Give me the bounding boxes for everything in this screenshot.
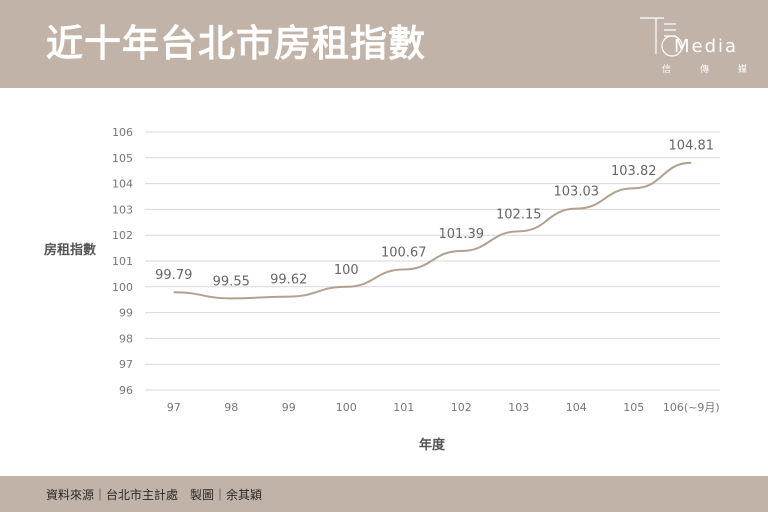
page-title: 近十年台北市房租指數 — [46, 22, 426, 65]
x-tick-label: 102 — [451, 401, 472, 414]
data-label: 99.62 — [270, 273, 307, 288]
data-label: 104.81 — [669, 139, 715, 154]
logo-mark-icon — [640, 17, 683, 57]
x-tick-label: 97 — [167, 401, 181, 414]
media-logo: Media 信 傳 媒 — [634, 14, 754, 78]
y-axis-label: 房租指數 — [44, 242, 96, 258]
x-tick-label: 105 — [623, 401, 644, 414]
y-tick-label: 104 — [112, 178, 133, 191]
data-label: 103.03 — [554, 185, 600, 200]
x-axis-label: 年度 — [419, 437, 446, 453]
y-tick-label: 99 — [119, 307, 133, 320]
y-tick-label: 96 — [119, 384, 133, 397]
x-tick-label: 104 — [566, 401, 587, 414]
y-tick-label: 97 — [119, 358, 133, 371]
footer-band: 資料來源｜台北市主計處 製圖｜余其穎 — [0, 476, 768, 512]
grid-lines — [145, 131, 720, 391]
x-tick-label: 106(~9月) — [663, 401, 720, 414]
data-labels: 99.79 99.55 99.62 100 100.67 101.39 102.15 103.… — [155, 139, 714, 290]
x-tick-label: 98 — [224, 401, 238, 414]
y-tick-label: 102 — [112, 229, 133, 242]
logo-text: Media — [674, 36, 739, 57]
x-tick-label: 103 — [508, 401, 529, 414]
series-line — [173, 161, 692, 300]
y-tick-label: 103 — [112, 203, 133, 216]
logo-sub-1: 信 — [662, 65, 672, 75]
y-tick-label: 101 — [112, 255, 133, 268]
data-label: 100.67 — [381, 246, 427, 261]
x-tick-label: 100 — [336, 401, 357, 414]
logo-sub-3: 媒 — [738, 65, 748, 75]
y-tick-label: 106 — [112, 126, 133, 139]
data-label: 101.39 — [439, 227, 485, 242]
y-tick-label: 100 — [112, 281, 133, 294]
data-label: 102.15 — [496, 207, 542, 222]
source-credit: 資料來源｜台北市主計處 製圖｜余其穎 — [46, 488, 263, 502]
header-band: 近十年台北市房租指數 Media 信 傳 媒 — [0, 0, 768, 88]
data-label: 99.79 — [155, 268, 192, 283]
x-tick-labels: 97 98 99 100 101 102 103 104 105 106(~9月) — [167, 401, 720, 414]
logo-sub-2: 傳 — [700, 65, 710, 75]
data-label: 99.55 — [213, 274, 250, 289]
line-chart: 96 97 98 99 100 101 102 103 104 105 106 97 98 99 100 1… — [44, 126, 720, 453]
y-tick-labels: 96 97 98 99 100 101 102 103 104 105 106 — [112, 126, 133, 397]
y-tick-label: 105 — [112, 152, 133, 165]
x-tick-label: 99 — [282, 401, 296, 414]
data-label: 103.82 — [611, 164, 657, 179]
x-tick-label: 101 — [393, 401, 414, 414]
data-label: 100 — [334, 263, 359, 278]
y-tick-label: 98 — [119, 332, 133, 345]
